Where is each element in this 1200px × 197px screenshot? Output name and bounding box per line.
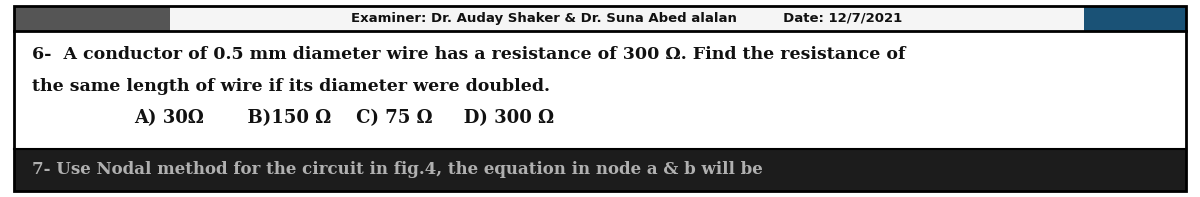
Text: Examiner: Dr. Auday Shaker & Dr. Suna Abed alalan          Date: 12/7/2021: Examiner: Dr. Auday Shaker & Dr. Suna Ab… bbox=[352, 12, 902, 25]
Text: the same length of wire if its diameter were doubled.: the same length of wire if its diameter … bbox=[32, 78, 551, 95]
Text: 7- Use Nodal method for the circuit in fig.4, the equation in node a & b will be: 7- Use Nodal method for the circuit in f… bbox=[32, 161, 763, 178]
Text: 6-  A conductor of 0.5 mm diameter wire has a resistance of 300 Ω. Find the resi: 6- A conductor of 0.5 mm diameter wire h… bbox=[32, 46, 906, 63]
Bar bbox=[14, 149, 1186, 191]
Bar bbox=[14, 6, 170, 31]
Bar bbox=[1084, 6, 1186, 31]
Bar bbox=[14, 6, 1186, 31]
Text: A) 30Ω       B)150 Ω    C) 75 Ω     D) 300 Ω: A) 30Ω B)150 Ω C) 75 Ω D) 300 Ω bbox=[134, 109, 554, 127]
Bar bbox=[14, 31, 1186, 149]
